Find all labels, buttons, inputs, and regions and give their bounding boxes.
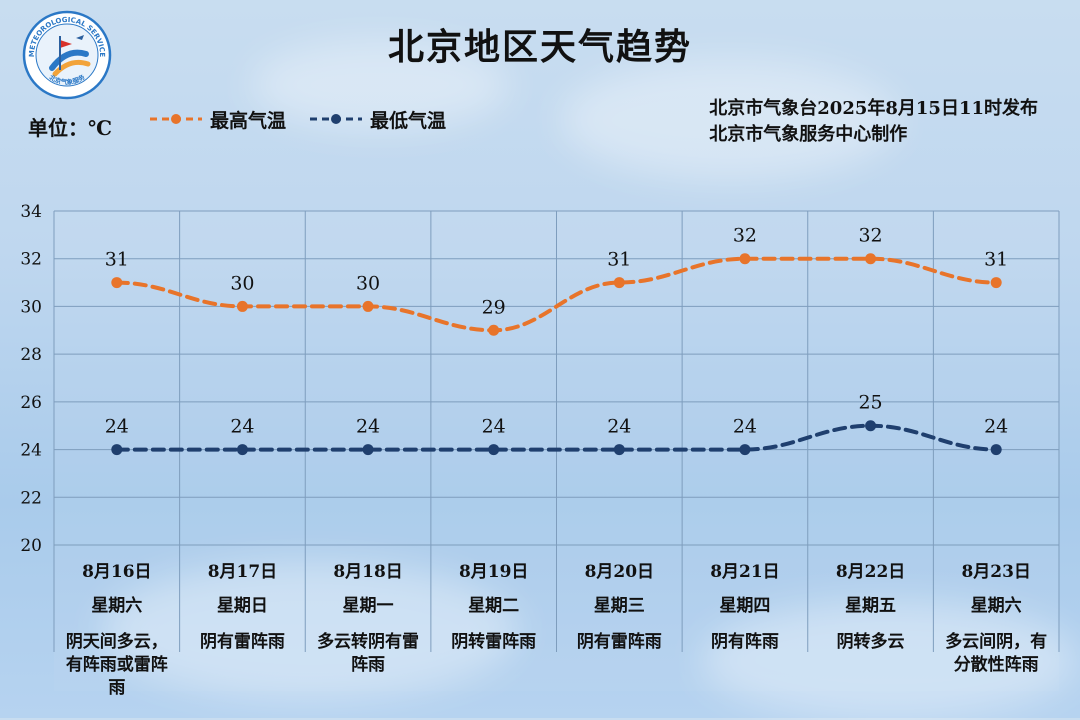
data-label-low: 24: [230, 416, 254, 438]
weather-label: 阴天间多云，: [66, 631, 168, 652]
legend-item-high: 最高气温: [148, 106, 286, 133]
weekday-label: 星期日: [217, 596, 268, 616]
legend-marker-high-icon: [150, 114, 202, 124]
data-point-high: [739, 253, 751, 265]
legend-item-low: 最低气温: [308, 106, 446, 133]
weather-label: 雨: [108, 678, 125, 698]
date-label: 8月23日: [961, 562, 1031, 582]
weekday-label: 星期三: [594, 596, 645, 616]
data-label-high: 31: [984, 249, 1008, 271]
data-label-high: 32: [858, 225, 882, 247]
weather-label: 阵雨: [351, 654, 385, 675]
legend-label-low: 最低气温: [370, 109, 447, 132]
date-label: 8月17日: [208, 562, 278, 582]
weather-label: 分散性阵雨: [954, 654, 1039, 675]
y-tick-label: 32: [20, 250, 42, 270]
weekday-label: 星期一: [343, 596, 394, 616]
weekday-label: 星期二: [468, 596, 519, 616]
y-tick-label: 22: [20, 488, 42, 508]
weekday-label: 星期四: [719, 596, 770, 616]
weather-label: 多云转阴有雷: [317, 631, 419, 652]
weather-label: 阴有阵雨: [711, 631, 779, 652]
weekday-label: 星期五: [845, 596, 896, 616]
series-line-low: [114, 423, 999, 452]
weekday-label: 星期六: [971, 595, 1022, 616]
data-point-low: [236, 444, 248, 456]
weather-label: 阴有雷阵雨: [200, 631, 285, 652]
data-point-low: [488, 444, 500, 456]
data-point-high: [865, 253, 877, 265]
data-label-high: 31: [105, 249, 129, 271]
date-label: 8月21日: [710, 562, 780, 582]
date-label: 8月22日: [836, 562, 906, 582]
date-label: 8月18日: [333, 562, 403, 582]
y-tick-label: 26: [20, 393, 42, 413]
date-label: 8月19日: [459, 562, 529, 582]
y-tick-label: 28: [20, 345, 42, 365]
data-label-low: 25: [858, 392, 882, 414]
data-label-high: 30: [356, 272, 380, 294]
issuer-info: 北京市气象台2025年8月15日11时发布 北京市气象服务中心制作: [709, 96, 1038, 148]
data-point-high: [990, 277, 1002, 289]
issuer-line-1: 北京市气象台2025年8月15日11时发布: [709, 98, 1038, 119]
data-label-low: 24: [733, 416, 757, 438]
legend-marker-low-icon: [310, 114, 363, 124]
date-label: 8月16日: [82, 562, 152, 582]
chart-legend: 最高气温 最低气温: [148, 104, 468, 134]
weather-label: 有阵雨或雷阵: [66, 654, 168, 675]
unit-label: 单位：℃: [28, 116, 112, 140]
y-tick-label: 30: [20, 297, 42, 317]
issuer-line-2: 北京市气象服务中心制作: [709, 124, 908, 145]
data-point-high: [236, 300, 248, 312]
data-label-high: 29: [482, 296, 506, 318]
data-point-high: [613, 277, 625, 289]
weekday-label: 星期六: [91, 595, 142, 616]
weather-label: 阴有雷阵雨: [577, 631, 662, 652]
data-label-high: 31: [607, 249, 631, 271]
series-line-high: [114, 256, 999, 333]
data-label-low: 24: [482, 416, 506, 438]
legend-label-high: 最高气温: [210, 109, 287, 132]
data-point-low: [613, 444, 625, 456]
y-tick-label: 34: [20, 202, 42, 222]
data-point-low: [865, 420, 877, 432]
data-label-low: 24: [984, 416, 1008, 438]
data-point-low: [990, 444, 1002, 456]
data-label-high: 32: [733, 225, 757, 247]
data-point-high: [111, 277, 123, 289]
weather-label: 阴转多云: [837, 631, 905, 652]
page-title: 北京地区天气趋势: [387, 26, 692, 68]
data-point-low: [362, 444, 374, 456]
date-label: 8月20日: [585, 562, 655, 582]
data-point-low: [111, 444, 123, 456]
data-point-high: [362, 300, 374, 312]
weather-label: 阴转雷阵雨: [451, 631, 536, 652]
y-tick-label: 20: [20, 536, 42, 556]
data-label-low: 24: [607, 416, 631, 438]
data-point-low: [739, 444, 751, 456]
meteorological-service-logo-icon: METEOROLOGICAL SERVICE 北京气象服务: [22, 10, 112, 100]
data-label-high: 30: [230, 272, 254, 294]
data-label-low: 24: [356, 416, 380, 438]
y-tick-label: 24: [20, 441, 42, 461]
weather-label: 多云间阴，有: [945, 631, 1047, 652]
data-point-high: [488, 324, 500, 336]
data-label-low: 24: [105, 416, 129, 438]
